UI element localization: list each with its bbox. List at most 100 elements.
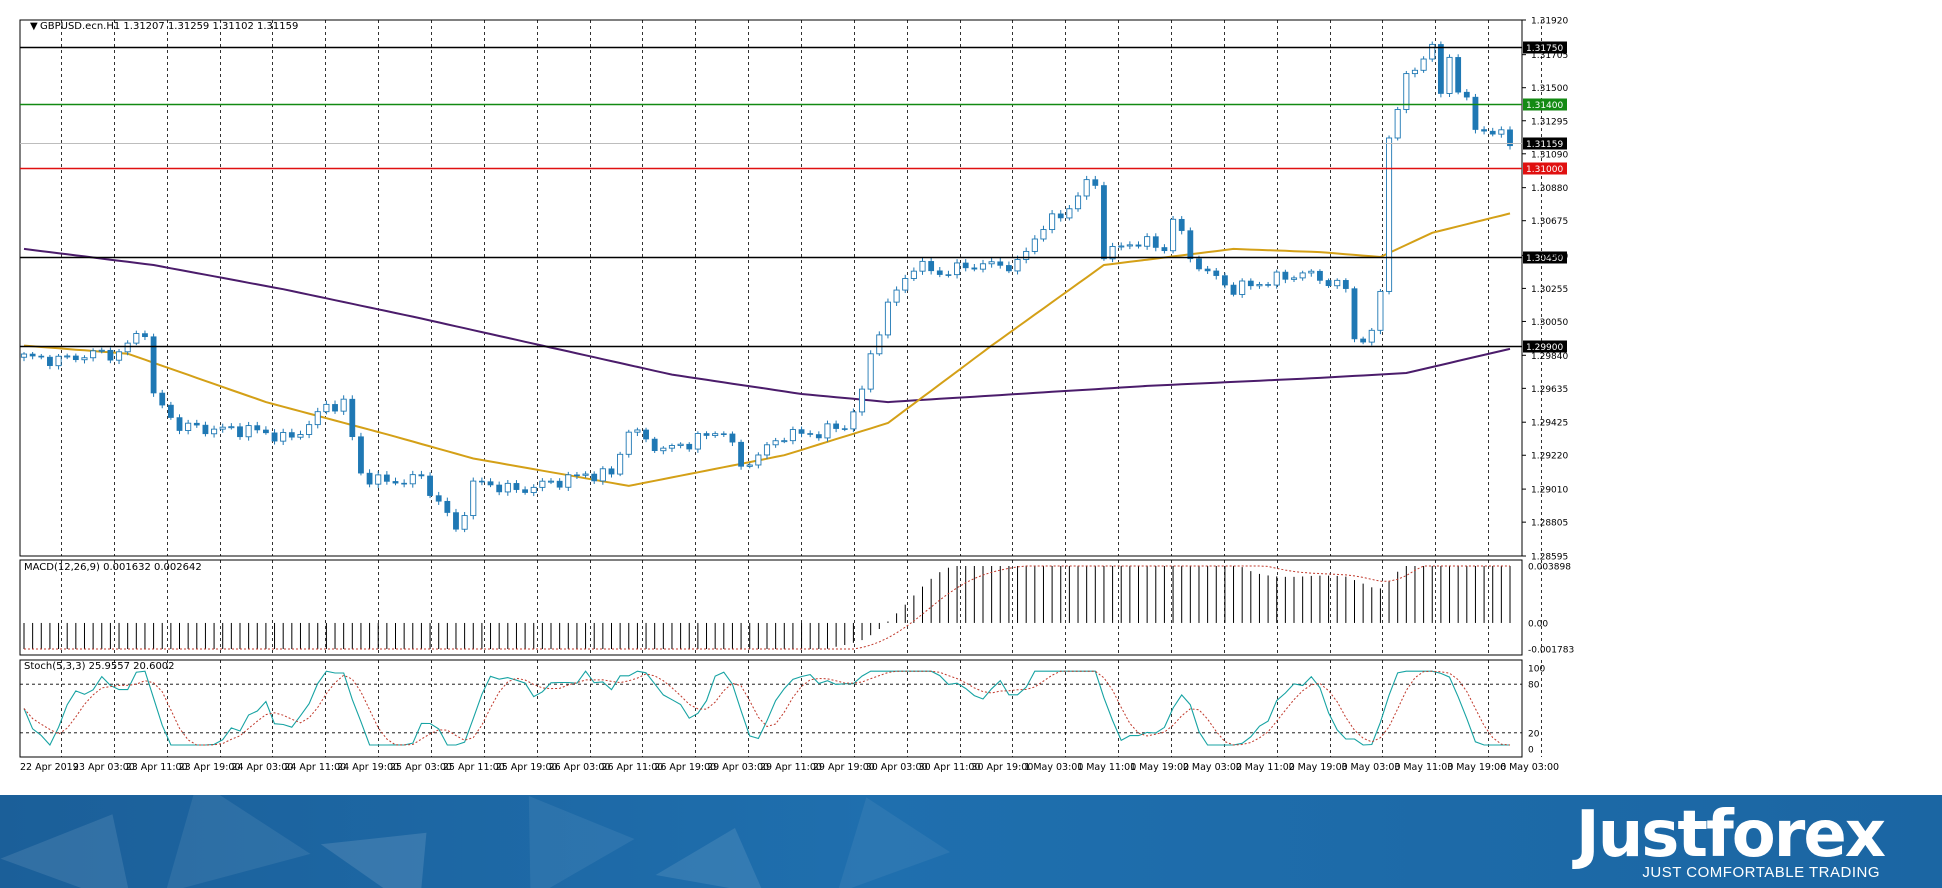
candle-body [592,474,597,481]
candle-body [1067,209,1072,218]
candle-body [747,465,752,466]
candles [21,41,1512,532]
level-label: 1.31159 [1526,140,1563,150]
candle-body [393,481,398,483]
x-tick-label: 3 May 11:00 [1394,762,1453,773]
y-tick-label: 1.29220 [1531,452,1568,462]
candle-body [1119,246,1124,247]
candle-body [1283,272,1288,279]
candle-body [1188,231,1193,259]
y-tick-label: 1.29635 [1531,385,1568,395]
candle-body [954,263,959,275]
candle-body [695,433,700,449]
candle-body [635,430,640,432]
y-tick-label: 1.31500 [1531,84,1568,94]
candle-body [1153,237,1158,248]
candle-body [1248,281,1253,286]
candle-body [842,429,847,430]
candle-body [730,434,735,442]
candle-body [427,476,432,496]
stoch-signal-line [24,671,1510,745]
candle-body [272,433,277,441]
candle-body [782,441,787,442]
candle-body [911,271,916,278]
candle-body [894,290,899,302]
candle-body [1050,214,1055,230]
candle-body [1378,291,1383,330]
candle-body [307,425,312,435]
candle-body [609,469,614,474]
candle-body [704,433,709,435]
candle-body [1481,130,1486,132]
candle-body [1438,44,1443,93]
candle-body [263,430,268,433]
candle-body [505,483,510,492]
candle-body [929,261,934,270]
candle-body [531,487,536,492]
candle-body [56,356,61,365]
level-label: 1.31400 [1526,101,1563,111]
candle-body [1352,289,1357,339]
candle-body [1361,339,1366,342]
candle-body [1006,265,1011,271]
x-tick-label: 1 May 11:00 [1077,762,1136,773]
y-tick-label: 1.31705 [1531,51,1568,61]
candle-body [1101,185,1106,258]
candle-body [816,435,821,438]
x-tick-label: 6 May 03:00 [1500,762,1559,773]
candle-body [324,404,329,411]
candle-body [1430,44,1435,59]
candle-body [1447,57,1452,93]
candle-body [298,434,303,437]
candle-body [834,424,839,429]
candle-body [643,430,648,439]
candle-body [1136,245,1141,246]
candle-body [1499,130,1504,134]
candle-body [885,302,890,335]
candle-body [30,354,35,356]
candle-body [669,446,674,449]
candle-body [1257,284,1262,285]
candle-body [1196,259,1201,269]
candle-body [522,490,527,493]
candle-body [937,271,942,275]
candle-body [1032,239,1037,251]
x-tick-label: 2 May 19:00 [1289,762,1348,773]
x-tick-label: 2 May 11:00 [1236,762,1295,773]
horizontal-levels [20,48,1522,347]
candle-body [281,433,286,442]
panel-frame [20,660,1522,757]
macd-panel: 0.0038980.00-0.001783 [24,563,1574,656]
candle-body [548,481,553,482]
candle-body [1205,269,1210,271]
candle-body [1214,271,1219,276]
candle-body [868,354,873,389]
candle-body [1265,284,1270,285]
candle-body [1015,259,1020,270]
candle-body [289,433,294,438]
candle-body [1291,278,1296,279]
candle-body [160,393,165,405]
candle-body [1041,230,1046,239]
candle-body [1369,330,1374,342]
candle-body [661,448,666,451]
brand-logo: Justforex [1576,801,1884,869]
candle-body [1274,272,1279,285]
candle-body [1145,237,1150,247]
candle-body [1222,276,1227,285]
candle-body [808,433,813,434]
candle-body [1127,245,1132,246]
candle-body [799,430,804,434]
brand-footer: Justforex JUST COMFORTABLE TRADING [0,795,1942,888]
candle-body [764,445,769,455]
candle-body [790,430,795,441]
candle-body [1456,57,1461,92]
candle-body [1343,280,1348,288]
stoch-tick-label: 20 [1528,729,1540,739]
symbol-triangle-icon[interactable]: ▼ [30,21,38,32]
candle-body [177,418,182,431]
macd-info: MACD(12,26,9) 0.001632 0.002642 [24,562,202,573]
candle-body [211,429,216,434]
candle-body [186,423,191,430]
y-tick-label: 1.31920 [1531,17,1568,27]
